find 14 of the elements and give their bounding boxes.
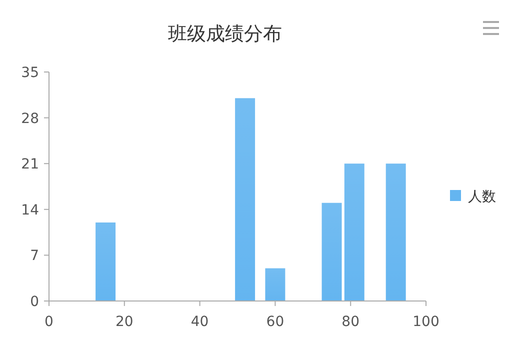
x-tick-label: 0 xyxy=(44,314,54,330)
y-tick-label: 0 xyxy=(30,294,39,310)
x-tick-label: 60 xyxy=(266,314,284,330)
x-tick-label: 20 xyxy=(115,314,134,330)
x-tick-label: 80 xyxy=(342,314,360,330)
x-tick-label: 100 xyxy=(412,314,440,330)
legend-label: 人数 xyxy=(468,189,496,205)
y-tick-label: 35 xyxy=(21,65,39,81)
y-tick-label: 21 xyxy=(21,156,39,173)
y-tick-label: 7 xyxy=(30,248,39,264)
x-tick-label: 40 xyxy=(190,314,209,330)
y-tick-label: 28 xyxy=(21,110,39,127)
y-tick-label: 14 xyxy=(21,202,40,218)
chart-title: 班级成绩分布 xyxy=(168,23,282,45)
